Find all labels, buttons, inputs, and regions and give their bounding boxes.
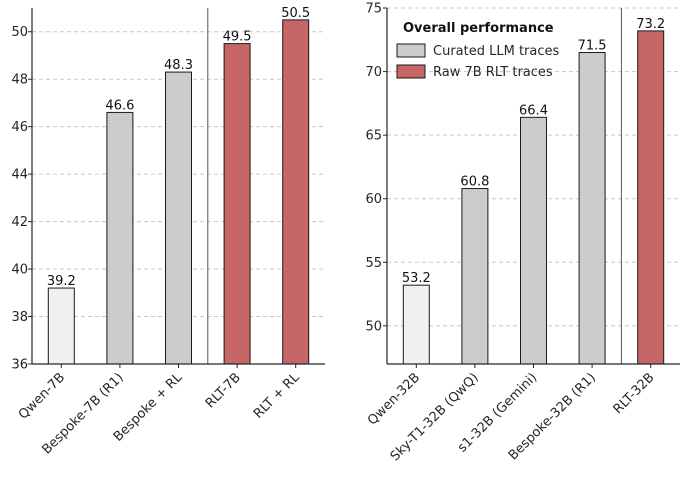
value-label-qwen-7b: 39.2 [47, 274, 76, 289]
bar-rlt-32b [637, 30, 665, 365]
y-tick-label: 55 [365, 256, 382, 271]
value-label-bespoke-32b-r1: 71.5 [578, 39, 607, 54]
legend-entry-curated: Curated LLM traces [433, 44, 559, 59]
x-tick-label-rlt-7b: RLT-7B [203, 370, 244, 411]
y-tick-label: 70 [365, 65, 382, 80]
legend: Overall performance Curated LLM traces Raw… [396, 21, 559, 80]
y-tick-label: 50 [365, 319, 382, 334]
bar-rlt-7b [223, 43, 251, 365]
bar-sky-t1-32b-qwq [461, 188, 489, 365]
bar-bespoke-rl [165, 71, 192, 365]
bar-bespoke-32b-r1 [578, 52, 606, 365]
value-label-sky-t1-32b-qwq: 60.8 [460, 175, 489, 190]
legend-swatch-rlt [396, 64, 426, 79]
x-tick-label-qwen-7b: Qwen-7B [16, 370, 68, 422]
bar-bespoke-7b-r1 [106, 111, 134, 365]
y-tick-label: 42 [11, 215, 28, 230]
value-label-bespoke-7b-r1: 46.6 [105, 98, 134, 113]
value-label-rlt-32b: 73.2 [636, 17, 665, 32]
y-tick-label: 38 [11, 310, 28, 325]
bar-qwen-32b [402, 284, 430, 365]
value-label-bespoke-rl: 48.3 [164, 58, 193, 73]
value-label-rlt-rl: 50.5 [281, 6, 310, 21]
y-tick-label: 44 [11, 168, 28, 183]
x-tick-label-qwen-32b: Qwen-32B [365, 370, 423, 428]
y-tick-label: 46 [11, 120, 28, 135]
y-tick-label: 75 [365, 2, 382, 17]
legend-swatch-curated [396, 43, 426, 58]
y-tick-label: 60 [365, 192, 382, 207]
value-label-rlt-7b: 49.5 [223, 30, 252, 45]
value-label-s1-32b-gemini: 66.4 [519, 103, 548, 118]
legend-title: Overall performance [403, 21, 554, 36]
value-label-qwen-32b: 53.2 [402, 271, 431, 286]
left-panel: 363840424446485039.2Qwen-7B46.6Bespoke-7… [11, 6, 325, 457]
y-tick-label: 50 [11, 25, 28, 40]
legend-entry-rlt: Raw 7B RLT traces [433, 65, 553, 80]
y-tick-label: 40 [11, 263, 28, 278]
y-tick-label: 48 [11, 73, 28, 88]
y-tick-label: 65 [365, 129, 382, 144]
x-tick-label-rlt-rl: RLT + RL [251, 370, 303, 422]
y-tick-label: 36 [11, 358, 28, 373]
x-tick-label-rlt-32b: RLT-32B [611, 370, 658, 417]
bar-s1-32b-gemini [520, 116, 547, 365]
bar-qwen-7b [47, 287, 75, 365]
bar-rlt-rl [282, 19, 310, 365]
